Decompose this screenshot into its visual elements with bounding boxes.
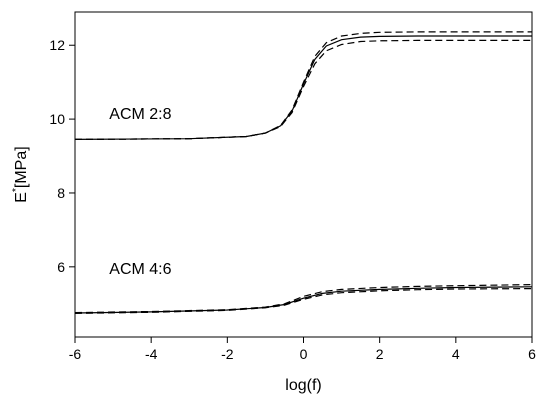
x-tick-label: -4 [145, 346, 158, 362]
annotation-label: ACM 4:6 [109, 261, 171, 278]
y-axis-label-unit: [MPa] [13, 146, 30, 188]
x-tick-label: -6 [69, 346, 82, 362]
x-axis-label: log(f) [285, 377, 321, 394]
y-tick-label: 6 [57, 259, 65, 275]
plot-frame [74, 11, 533, 338]
y-axis-label-base: E [13, 192, 30, 203]
annotations: ACM 2:8 ACM 4:6 [109, 106, 171, 278]
y-tick-label: 8 [57, 185, 65, 201]
y-axis-label: E*[MPa] [11, 146, 30, 202]
series-line-dashed [74, 39, 532, 140]
series-lines [74, 31, 533, 314]
x-tick-label: 6 [528, 346, 536, 362]
series-line-dashed [74, 288, 533, 314]
y-tick-label: 10 [49, 111, 65, 127]
x-tick-label: 0 [300, 346, 308, 362]
series-line-solid [74, 286, 533, 314]
x-tick-label: 2 [376, 346, 384, 362]
series-line-solid [74, 35, 532, 140]
ticks: -6 -4 -2 0 2 4 6 6 8 10 12 [49, 37, 536, 362]
y-tick-label: 12 [49, 37, 65, 53]
x-tick-label: -2 [221, 346, 234, 362]
y-axis-label-superscript: * [11, 188, 22, 192]
annotation-label: ACM 2:8 [109, 106, 171, 123]
plot-border [74, 11, 533, 338]
labels: log(f) E*[MPa] [11, 146, 322, 394]
x-tick-label: 4 [452, 346, 460, 362]
